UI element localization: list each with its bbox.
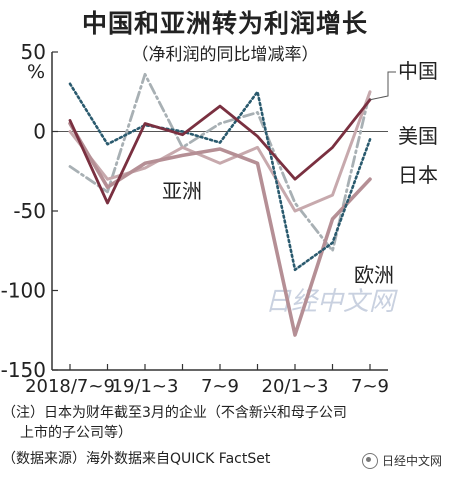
line-chart: 50 0 -50 -100 -150% 2018/7~919/1~3 7~9 20/1~3 7~… bbox=[1, 40, 438, 397]
note-line-2: 上市的子公司等） bbox=[20, 425, 132, 441]
wechat-icon bbox=[361, 452, 378, 469]
series-label-usa: 美国 bbox=[398, 124, 438, 148]
y-tick-label: -150 bbox=[1, 358, 46, 382]
leader-china bbox=[369, 71, 396, 101]
x-tick-label: 7~9 bbox=[201, 376, 239, 397]
series-label-japan: 日本 bbox=[398, 163, 438, 187]
chart-title: 中国和亚洲转为利润增长 bbox=[81, 9, 368, 38]
series-label-asia: 亚洲 bbox=[162, 179, 202, 203]
series-label-europe: 欧洲 bbox=[354, 263, 394, 287]
y-axis-unit: % bbox=[27, 61, 45, 83]
y-tick-label: -100 bbox=[1, 279, 46, 303]
y-tick-label: 0 bbox=[33, 120, 46, 144]
series-label-china: 中国 bbox=[398, 59, 438, 83]
source-note: （数据来源）海外数据来自QUICK FactSet bbox=[2, 451, 271, 467]
x-tick-label: 7~9 bbox=[351, 376, 389, 397]
x-tick-label: 19/1~3 bbox=[112, 376, 179, 397]
note-line-1: （注）日本为财年截至3月的企业（不含新兴和母子公司 bbox=[2, 405, 347, 421]
chart-subtitle: （净利润的同比增减率） bbox=[131, 45, 319, 65]
series-line-亚洲 bbox=[68, 90, 372, 213]
footer-logo: 日经中文网 bbox=[361, 452, 442, 469]
x-tick-label: 20/1~3 bbox=[262, 376, 329, 397]
y-tick-label: -50 bbox=[13, 199, 46, 223]
series-line-中国 bbox=[68, 98, 372, 205]
footer-logo-text: 日经中文网 bbox=[381, 454, 442, 468]
y-tick-label: 50 bbox=[21, 40, 46, 64]
series-line-欧洲 bbox=[68, 72, 372, 253]
series-line-美国 bbox=[68, 82, 372, 272]
x-tick-label: 2018/7~9 bbox=[25, 376, 115, 397]
